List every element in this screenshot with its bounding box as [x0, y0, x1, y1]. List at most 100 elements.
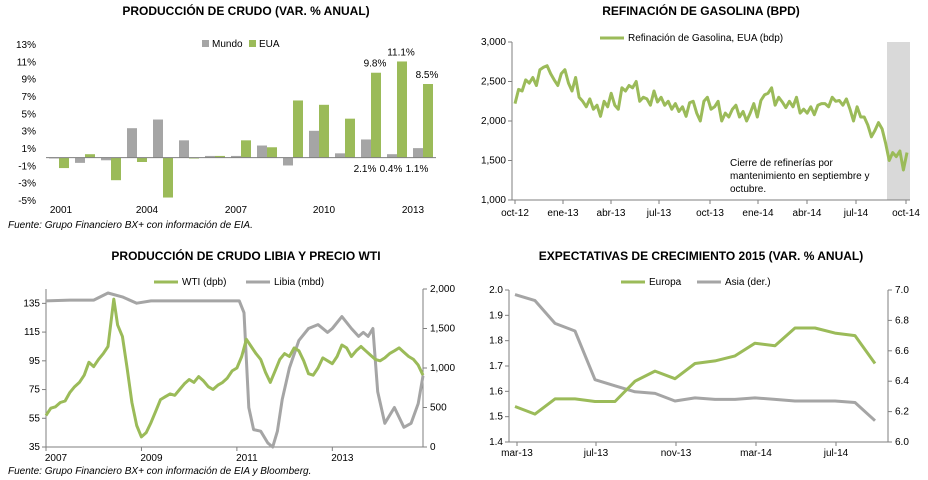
- chart1-bar-mundo: [205, 155, 215, 158]
- chart1-bar-mundo: [127, 128, 137, 158]
- chart1-bar-eua: [111, 157, 121, 181]
- chart4-ytick-label-right: 6.8: [895, 315, 909, 326]
- chart1-bar-mundo: [335, 153, 345, 158]
- chart4-plot: 2.0 1.9 1.8 1.7 1.6 1.5 1.4 7.0 6.8 6.6 6.4 6.2 6.0 m…: [489, 277, 909, 459]
- chart4-ytick-label-left: 1.9: [489, 310, 503, 321]
- chart3-xtick-label: 2009: [140, 453, 163, 464]
- chart4-ytick-label-left: 2.0: [489, 285, 503, 296]
- chart1-bar-eua: [423, 84, 433, 158]
- chart4-xtick-label: nov-13: [661, 448, 692, 459]
- chart4-ytick-label-left: 1.4: [489, 437, 503, 448]
- chart1-bar-mundo: [387, 154, 397, 158]
- chart4-ytick-label-right: 6.2: [895, 407, 909, 418]
- chart1-ytick-label: -5%: [18, 196, 36, 207]
- chart1-xtick-label: 2007: [225, 205, 248, 216]
- chart1-ytick-label: -1%: [18, 161, 36, 172]
- chart4-series-line-asia: [514, 293, 877, 422]
- chart3-ytick-label-right: 1,500: [430, 324, 455, 335]
- chart4-xtick-label: jul-13: [583, 448, 609, 459]
- chart4-legend-label-asia: Asia (der.): [725, 277, 771, 288]
- chart4-title: EXPECTATIVAS DE CRECIMIENTO 2015 (VAR. %…: [539, 249, 864, 263]
- chart1-bar-eua: [163, 157, 173, 198]
- chart1-bar-eua: [241, 140, 251, 158]
- chart1-data-label: 2.1%: [354, 164, 377, 175]
- chart1-bar-mundo: [153, 119, 163, 158]
- chart3-xtick-label: 2011: [236, 453, 258, 464]
- chart1-bar-mundo: [231, 155, 241, 158]
- chart1-ytick-label: 1%: [22, 144, 37, 155]
- chart1-plot: 13% 11% 9% 7% 5% 3% 1% -1% -3% -5% 2001 2004 2007 201…: [16, 39, 439, 216]
- chart1-title: PRODUCCIÓN DE CRUDO (VAR. % ANUAL): [122, 3, 369, 18]
- chart2-xtick-label: oct-14: [892, 208, 920, 219]
- chart1-ytick-label: 11%: [17, 57, 36, 68]
- chart4-ytick-label-left: 1.6: [489, 386, 503, 397]
- chart2-xtick-label: ene-14: [742, 208, 774, 219]
- chart1-bar-eua: [345, 118, 355, 158]
- chart1-xtick-label: 2013: [402, 205, 425, 216]
- chart1-bar-mundo: [309, 130, 319, 158]
- chart1-legend-swatch-eua: [249, 40, 256, 47]
- chart1-xtick-label: 2010: [313, 205, 336, 216]
- chart1-legend-label-eua: EUA: [259, 39, 280, 50]
- chart4-xtick-label: mar-13: [501, 448, 533, 459]
- chart3-ytick-label-left: 35: [29, 442, 41, 453]
- chart1-bar-eua: [59, 157, 69, 169]
- chart3-ytick-label-right: 2,000: [430, 284, 455, 295]
- chart1-bar-mundo: [361, 139, 371, 158]
- chart2-ytick-label: 2,000: [481, 116, 506, 127]
- chart1-ytick-label: 9%: [22, 75, 37, 86]
- chart2-annotation-line: octubre.: [730, 184, 766, 195]
- chart1-data-label: 9.8%: [364, 59, 387, 70]
- chart2-ytick-label: 1,000: [481, 195, 506, 206]
- chart4-series-line-europa: [514, 326, 877, 416]
- chart1-bar-mundo: [179, 140, 189, 158]
- chart2-legend-label: Refinación de Gasolina, EUA (bdp): [628, 33, 783, 44]
- chart2-xtick-label: oct-13: [696, 208, 724, 219]
- chart2-xtick-label: ene-13: [547, 208, 579, 219]
- chart1-bar-eua: [293, 100, 303, 158]
- chart3-plot: 135 115 95 75 55 35 2,000 1,500 1,000 500 0 2007 200…: [23, 277, 455, 464]
- chart3-ytick-label-left: 55: [29, 413, 41, 424]
- chart3-xtick-label: 2013: [331, 453, 354, 464]
- chart3-legend-label-wti: WTI (dpb): [182, 277, 226, 288]
- chart3-ytick-label-right: 1,000: [430, 363, 455, 374]
- chart1-ytick-label: 5%: [22, 109, 37, 120]
- chart1-ytick-label: 7%: [22, 92, 37, 103]
- chart4-ytick-label-left: 1.5: [489, 412, 503, 423]
- chart3-ytick-label-left: 75: [29, 385, 41, 396]
- chart3-series-line-libia: [45, 291, 425, 449]
- chart3-ytick-label-left: 135: [23, 298, 40, 309]
- chart1-xtick-label: 2004: [136, 205, 159, 216]
- chart1-xtick-label: 2001: [50, 205, 73, 216]
- chart1-data-label: 8.5%: [416, 70, 439, 81]
- chart2-ytick-label: 2,500: [481, 77, 506, 88]
- chart3-legend-label-libia: Libia (mbd): [274, 277, 324, 288]
- chart3-ytick-label-left: 95: [29, 356, 41, 367]
- chart1-data-label: 0.4%: [380, 164, 403, 175]
- chart1-source: Fuente: Grupo Financiero BX+ con informa…: [8, 220, 253, 231]
- chart4-xtick-label: mar-14: [740, 448, 772, 459]
- chart2-xtick-label: abr-13: [597, 208, 626, 219]
- chart1-bar-mundo: [283, 157, 293, 166]
- chart4-ytick-label-left: 1.8: [489, 336, 503, 347]
- chart4-xtick-label: jul-14: [823, 448, 849, 459]
- chart1-bar-mundo: [101, 157, 111, 161]
- chart1-bar-mundo: [413, 148, 423, 158]
- chart3-title: PRODUCCIÓN DE CRUDO LIBIA Y PRECIO WTI: [111, 248, 380, 263]
- chart2-annotation-line: Cierre de refinerías por: [730, 158, 833, 169]
- chart1-bar-eua: [85, 154, 95, 158]
- chart4-ytick-label-left: 1.7: [489, 361, 503, 372]
- chart1-bar-eua: [397, 61, 407, 158]
- chart2-shaded-region: [887, 42, 910, 200]
- chart4-ytick-label-right: 6.0: [895, 437, 909, 448]
- chart1-bar-eua: [371, 72, 381, 158]
- chart2-title: REFINACIÓN DE GASOLINA (BPD): [602, 3, 800, 18]
- chart4-ytick-label-right: 7.0: [895, 285, 909, 296]
- chart1-ytick-label: 13%: [16, 40, 36, 51]
- chart2-ytick-label: 1,500: [481, 156, 506, 167]
- chart1-ytick-label: 3%: [22, 127, 37, 138]
- chart2-xtick-label: abr-14: [793, 208, 822, 219]
- chart1-bar-mundo: [75, 157, 85, 163]
- chart4-legend-label-europa: Europa: [649, 277, 682, 288]
